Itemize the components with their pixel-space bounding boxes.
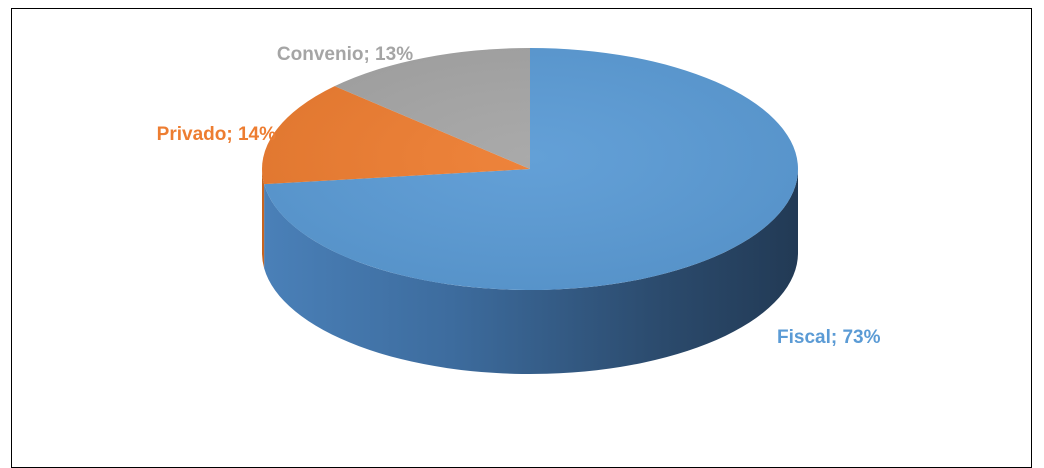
data-label-convenio: Convenio; 13% (277, 44, 413, 65)
data-label-fiscal: Fiscal; 73% (777, 327, 881, 348)
pie-top-shading (262, 48, 798, 290)
pie-side-fiscal (264, 169, 798, 374)
pie-chart: Fiscal; 73% Privado; 14% Convenio; 13% (157, 44, 881, 374)
pie-side-privado (262, 169, 265, 269)
data-label-privado: Privado; 14% (157, 124, 276, 145)
